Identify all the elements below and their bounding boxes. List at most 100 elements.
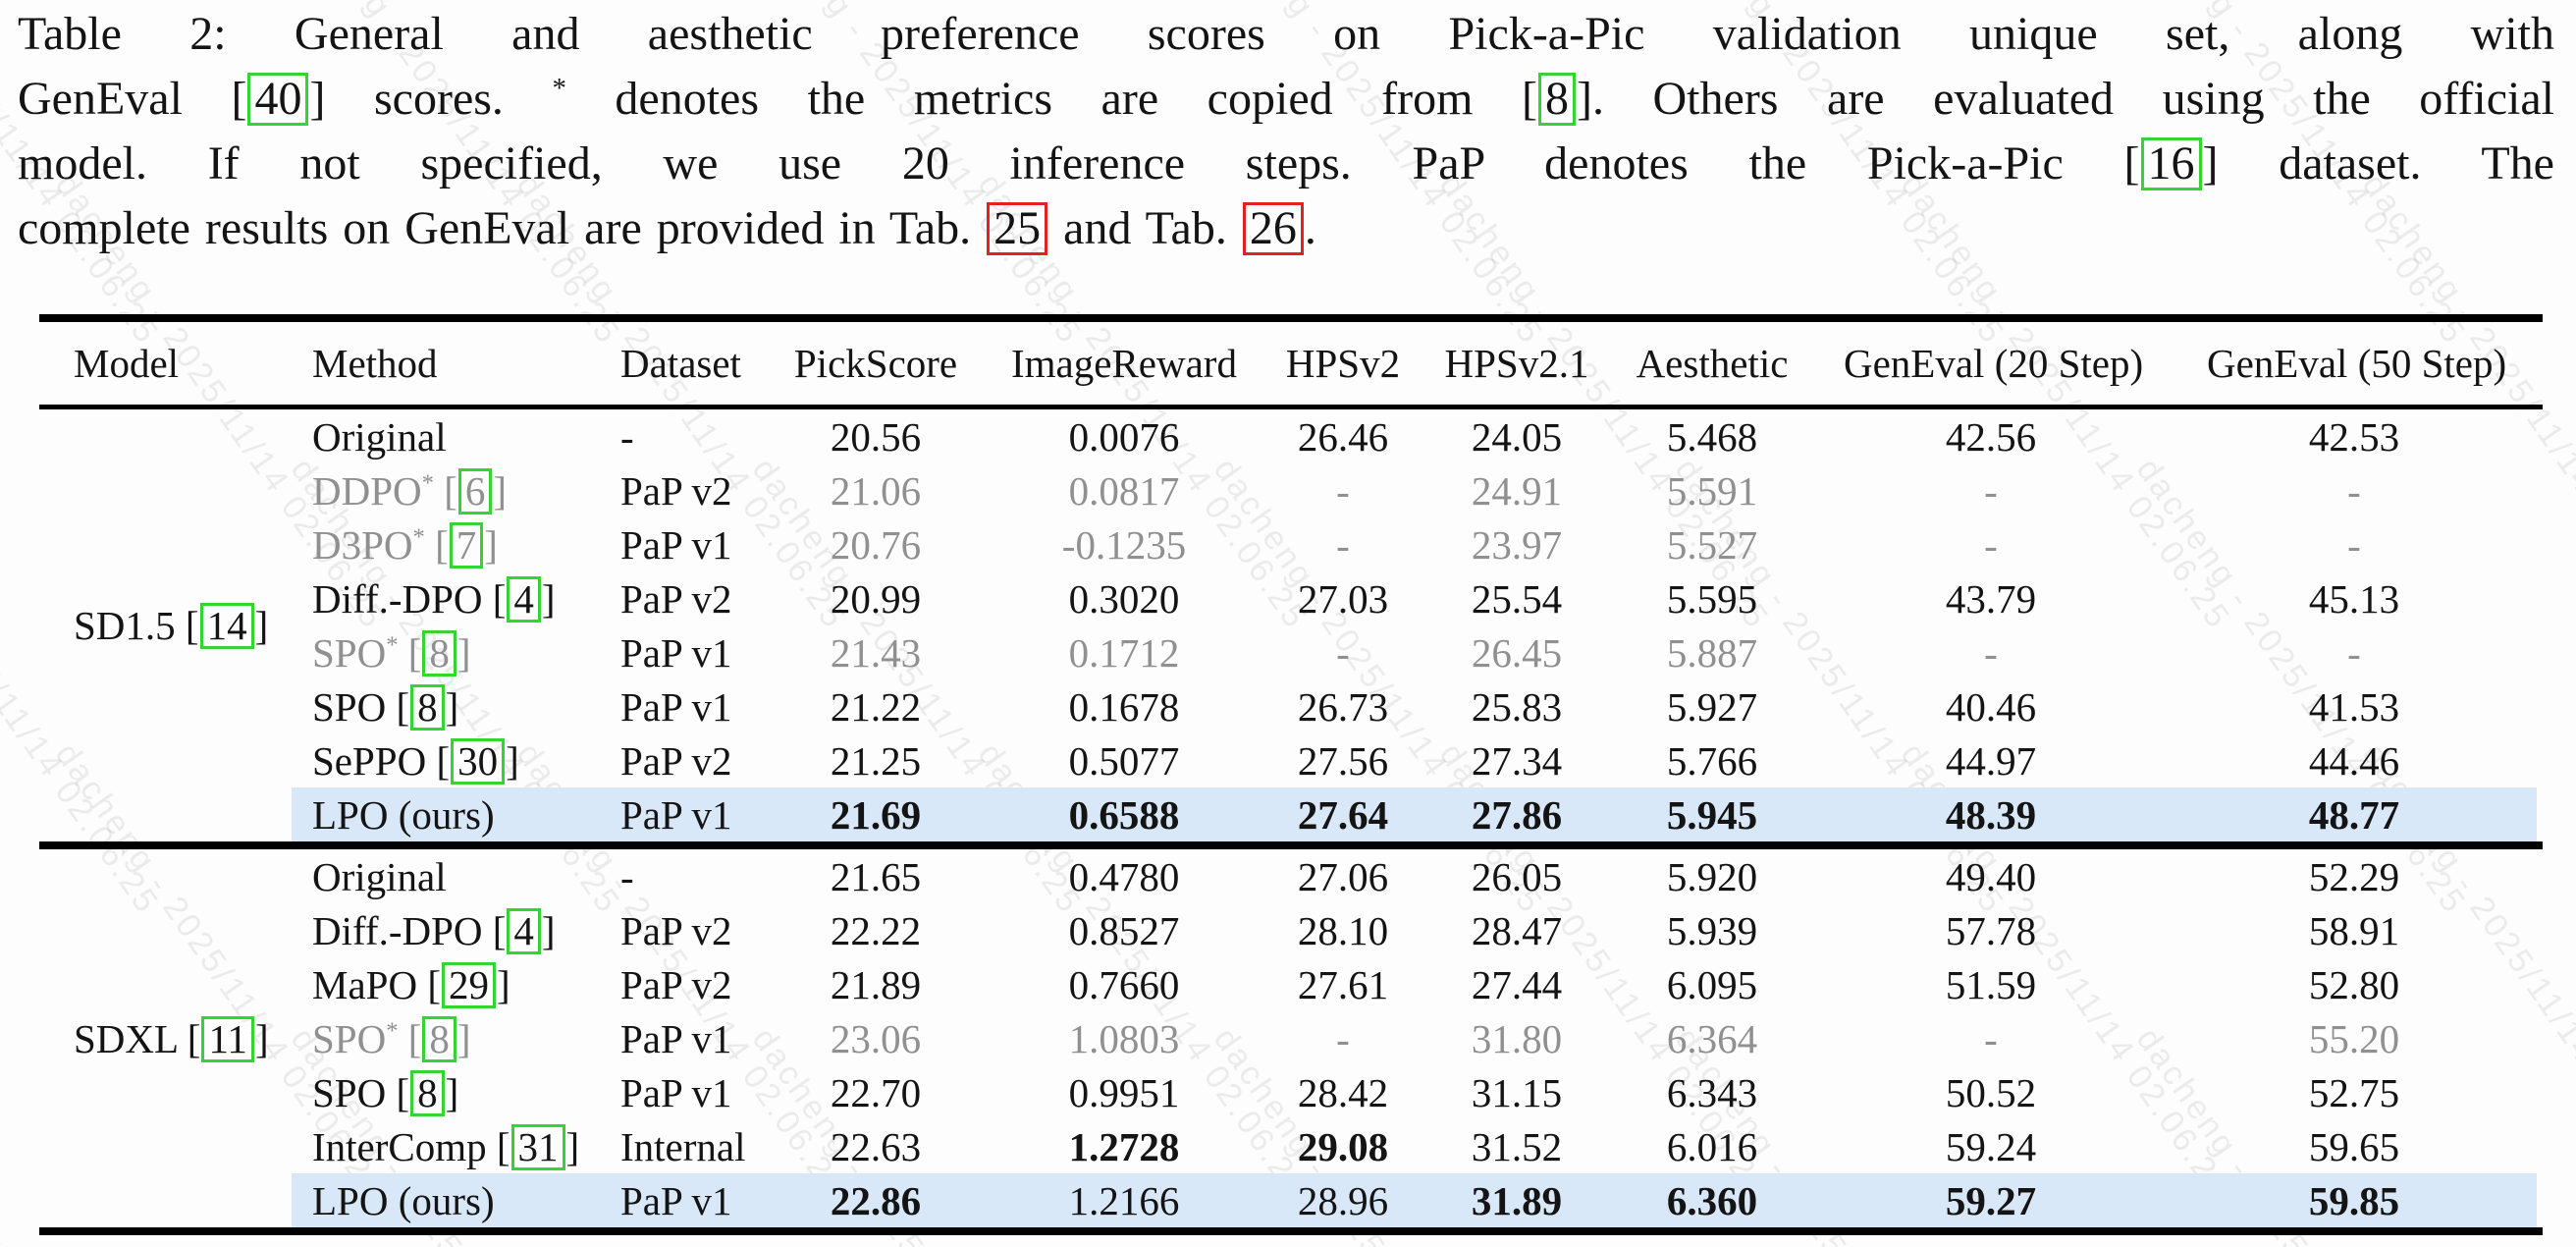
method-name: SePPO	[312, 737, 427, 784]
bracket: ]	[445, 683, 459, 730]
method-name: LPO (ours)	[312, 791, 495, 838]
cell-dataset: PaP v1	[620, 1177, 732, 1223]
cell-method: MaPO [29]	[312, 961, 510, 1008]
bracket: [	[433, 467, 457, 514]
cell-method: SPO [8]	[312, 683, 458, 731]
header-imagereward: ImageReward	[1011, 341, 1237, 386]
citation-box-green: 40	[247, 73, 309, 126]
bracket: ]	[565, 1123, 580, 1169]
cell-aesthetic: 6.360	[1666, 1177, 1758, 1223]
caption-text: ] scores.	[309, 73, 553, 125]
cell-pickscore: 20.56	[830, 413, 922, 460]
cell-pickscore: 20.76	[830, 521, 922, 568]
cell-geneval-50: 52.29	[2308, 853, 2400, 899]
method-name: SPO	[312, 683, 387, 730]
method-name: Diff.-DPO	[312, 907, 483, 953]
cell-method: Diff.-DPO [4]	[312, 575, 556, 623]
cell-geneval-50: 42.53	[2308, 413, 2400, 460]
cell-imagereward: 0.7660	[1068, 961, 1180, 1007]
cell-dataset: PaP v2	[620, 467, 732, 514]
cell-pickscore: 22.22	[830, 907, 922, 953]
cell-imagereward: 0.1712	[1068, 629, 1180, 676]
bracket: [	[482, 575, 507, 622]
cell-hpsv21: 23.97	[1471, 521, 1563, 568]
caption-line-3: model. If not specified, we use 20 infer…	[18, 132, 2554, 196]
cell-method: DDPO* [6]	[312, 467, 507, 515]
cell-geneval-50: 52.75	[2308, 1069, 2400, 1115]
cell-dataset: PaP v1	[620, 1069, 732, 1115]
bracket: [	[482, 907, 507, 953]
table-row: SPO* [8] PaP v1 23.06 1.0803 - 31.80 6.364 - 55.…	[39, 1011, 2543, 1065]
method-name: DDPO	[312, 467, 422, 514]
citation-box-red: 25	[987, 202, 1048, 255]
bracket: [	[424, 521, 449, 568]
asterisk-marker: *	[552, 73, 566, 104]
method-name: MaPO	[312, 961, 418, 1007]
cell-hpsv2: 27.03	[1297, 575, 1389, 622]
cell-dataset: PaP v1	[620, 791, 732, 838]
caption-line-1: Table 2: General and aesthetic preferenc…	[18, 2, 2554, 67]
cell-dataset: PaP v2	[620, 961, 732, 1007]
table-row: DDPO* [6] PaP v2 21.06 0.0817 - 24.91 5.591 - -	[39, 463, 2543, 517]
caption-text: GenEval [	[18, 73, 247, 125]
cell-imagereward: 0.6588	[1068, 791, 1180, 838]
method-name: LPO (ours)	[312, 1177, 495, 1223]
cell-dataset: PaP v2	[620, 575, 732, 622]
cell-hpsv21: 27.86	[1471, 791, 1563, 838]
model-name: SDXL [	[74, 1015, 201, 1061]
citation-box-green: 7	[449, 521, 484, 569]
cell-pickscore: 23.06	[830, 1015, 922, 1061]
cell-dataset: -	[620, 413, 634, 460]
cell-geneval-50: -	[2347, 467, 2361, 514]
cell-dataset: PaP v2	[620, 737, 732, 784]
bracket: [	[417, 961, 441, 1007]
bracket: ]	[493, 467, 507, 514]
bracket: ]	[254, 1015, 269, 1061]
citation-box-green: 6	[457, 467, 493, 515]
cell-dataset: PaP v1	[620, 683, 732, 730]
caption-text: .	[1304, 202, 1316, 254]
cell-pickscore: 21.69	[830, 791, 922, 838]
cell-imagereward: 0.8527	[1068, 907, 1180, 953]
table-row: Diff.-DPO [4] PaP v2 20.99 0.3020 27.03 25.54…	[39, 571, 2543, 625]
cell-pickscore: 21.43	[830, 629, 922, 676]
cell-hpsv2: -	[1336, 1015, 1350, 1061]
method-name: InterComp	[312, 1123, 487, 1169]
header-hpsv21: HPSv2.1	[1444, 341, 1589, 386]
cell-hpsv2: 27.56	[1297, 737, 1389, 784]
cell-hpsv21: 25.54	[1471, 575, 1563, 622]
cell-hpsv21: 26.05	[1471, 853, 1563, 899]
cell-aesthetic: 5.595	[1666, 575, 1758, 622]
cell-imagereward: 0.4780	[1068, 853, 1180, 899]
header-hpsv2: HPSv2	[1285, 341, 1401, 386]
cell-aesthetic: 6.095	[1666, 961, 1758, 1007]
cell-imagereward: 0.0076	[1068, 413, 1180, 460]
cell-geneval-50: -	[2347, 629, 2361, 676]
bracket: ]	[456, 1015, 471, 1061]
citation-box-green: 8	[1538, 73, 1576, 126]
bracket: ]	[506, 737, 519, 784]
cell-geneval-50: 52.80	[2308, 961, 2400, 1007]
cell-pickscore: 21.65	[830, 853, 922, 899]
cell-aesthetic: 5.927	[1666, 683, 1758, 730]
cell-imagereward: 1.2728	[1068, 1123, 1180, 1169]
method-name: SPO	[312, 1015, 387, 1061]
citation-box-red: 26	[1242, 202, 1304, 255]
cell-hpsv21: 31.89	[1471, 1177, 1563, 1223]
model-label: SDXL [11]	[74, 1015, 269, 1062]
asterisk-marker: *	[421, 468, 434, 496]
header-pickscore: PickScore	[793, 341, 958, 386]
cell-pickscore: 21.22	[830, 683, 922, 730]
cell-geneval-50: 45.13	[2308, 575, 2400, 622]
cell-hpsv21: 25.83	[1471, 683, 1563, 730]
cell-method: Original	[312, 853, 447, 900]
model-block-sd15: Original - 20.56 0.0076 26.46 24.05 5.468 42.56…	[39, 409, 2543, 841]
bracket: [	[486, 1123, 510, 1169]
citation-box-green: 4	[507, 575, 541, 623]
cell-geneval-20: 48.39	[1945, 791, 2037, 838]
cell-geneval-20: -	[1984, 1015, 1998, 1061]
header-geneval-50: GenEval (50 Step)	[2207, 341, 2507, 386]
cell-hpsv21: 31.80	[1471, 1015, 1563, 1061]
cell-geneval-20: -	[1984, 629, 1998, 676]
method-name: Diff.-DPO	[312, 575, 483, 622]
